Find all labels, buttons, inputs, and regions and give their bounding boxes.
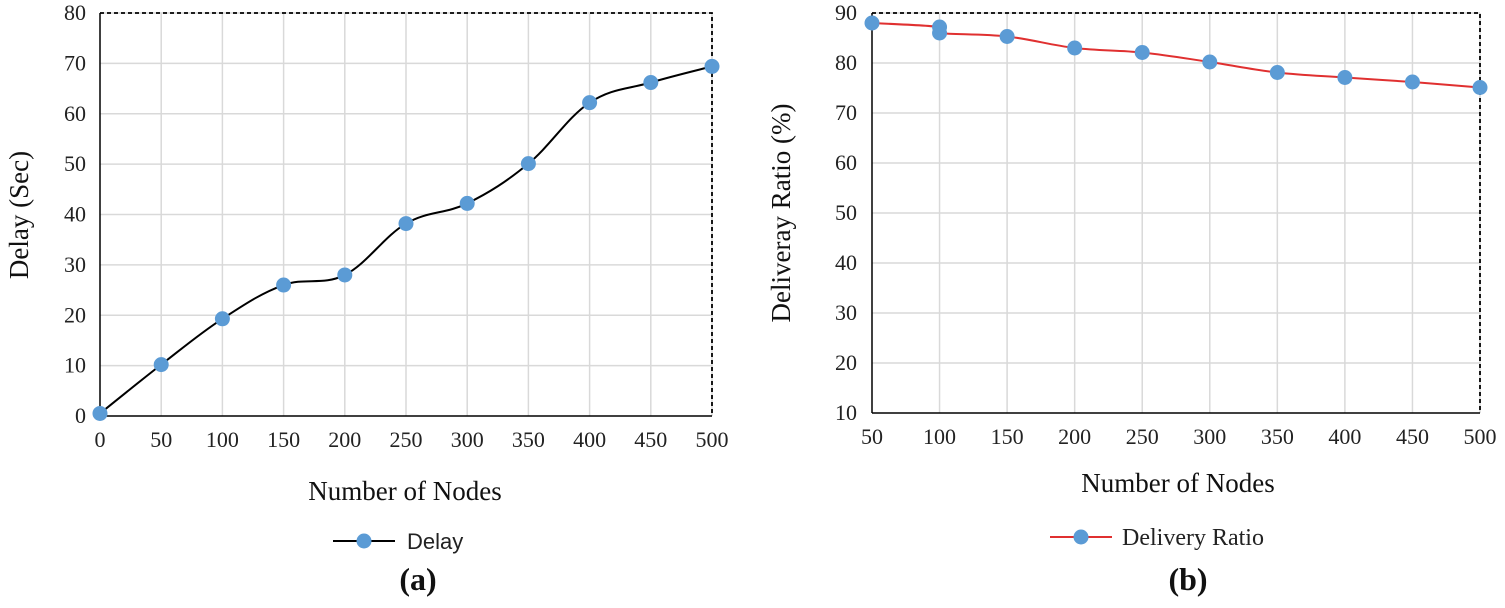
data-point	[520, 156, 536, 172]
x-tick-label: 300	[451, 427, 484, 452]
x-tick-label: 450	[634, 427, 667, 452]
y-tick-label: 40	[835, 250, 857, 275]
legend: Delay	[333, 529, 463, 554]
x-tick-label: 100	[206, 427, 239, 452]
panel-label: (b)	[1168, 561, 1207, 597]
x-tick-label: 50	[150, 427, 172, 452]
x-tick-label: 500	[696, 427, 729, 452]
y-tick-label: 30	[64, 252, 86, 277]
data-point	[1472, 80, 1488, 95]
legend-marker	[356, 533, 372, 549]
legend-marker	[1073, 529, 1089, 545]
x-tick-label: 150	[991, 424, 1024, 449]
data-point	[1134, 45, 1150, 60]
x-tick-label: 350	[1261, 424, 1294, 449]
data-point	[864, 15, 880, 31]
y-tick-label: 10	[835, 400, 857, 425]
x-tick-label: 150	[267, 427, 300, 452]
y-tick-label: 70	[835, 100, 857, 125]
y-axis-title: Delay (Sec)	[4, 151, 34, 279]
data-point	[932, 25, 948, 41]
chart-panel-b: 10 20 30 40 50 60 70 80 90 50 100 150 200 250 300 350 40…	[766, 0, 1497, 597]
x-tick-label: 250	[390, 427, 423, 452]
legend-label: Delay	[407, 529, 463, 554]
y-tick-label: 30	[835, 300, 857, 325]
x-axis-title: Number of Nodes	[308, 476, 501, 506]
data-point	[1404, 74, 1420, 90]
legend: Delivery Ratio	[1050, 525, 1264, 551]
x-axis-title: Number of Nodes	[1081, 468, 1274, 498]
x-tick-label: 200	[328, 427, 361, 452]
x-tick-label: 450	[1396, 424, 1429, 449]
plot-border	[100, 12, 713, 416]
y-tick-label: 70	[64, 50, 86, 75]
data-point	[92, 405, 108, 421]
data-point	[643, 75, 659, 91]
x-tick-label: 100	[923, 424, 956, 449]
data-point	[999, 29, 1015, 44]
series-line	[871, 22, 1481, 89]
data-point	[582, 95, 598, 111]
y-tick-label: 60	[835, 150, 857, 175]
x-tick-label: 400	[573, 427, 606, 452]
data-point	[214, 311, 230, 327]
y-tick-label: 80	[64, 0, 86, 25]
y-tick-label: 10	[64, 353, 86, 378]
data-point	[704, 58, 720, 74]
data-point	[1067, 40, 1083, 56]
x-tick-label: 350	[512, 427, 545, 452]
x-tick-label: 500	[1464, 424, 1497, 449]
y-tick-label: 90	[835, 0, 857, 25]
y-tick-label: 80	[835, 50, 857, 75]
x-tick-label: 400	[1328, 424, 1361, 449]
panel-label: (a)	[399, 561, 436, 597]
data-point	[276, 277, 292, 293]
y-tick-label: 20	[64, 302, 86, 327]
x-tick-label: 50	[861, 424, 883, 449]
y-tick-label: 50	[64, 151, 86, 176]
chart-panel-a: 0 10 20 30 40 50 60 70 80 0 50 100 150 200 250 300 350 40…	[4, 0, 729, 597]
data-point	[398, 216, 414, 232]
data-point	[1202, 54, 1218, 70]
y-tick-label: 0	[75, 403, 86, 428]
data-point	[153, 357, 169, 373]
y-tick-label: 20	[835, 350, 857, 375]
data-point	[1269, 65, 1285, 80]
data-point	[459, 195, 475, 211]
data-point	[1337, 70, 1353, 85]
x-tick-label: 200	[1058, 424, 1091, 449]
x-tick-label: 300	[1193, 424, 1226, 449]
y-tick-label: 40	[64, 202, 86, 227]
x-tick-label: 0	[95, 427, 106, 452]
y-axis-title: Deliveray Ratio (%)	[766, 104, 796, 323]
legend-label: Delivery Ratio	[1122, 525, 1264, 551]
y-tick-label: 60	[64, 101, 86, 126]
x-tick-label: 250	[1126, 424, 1159, 449]
data-point	[337, 267, 353, 283]
y-tick-label: 50	[835, 200, 857, 225]
